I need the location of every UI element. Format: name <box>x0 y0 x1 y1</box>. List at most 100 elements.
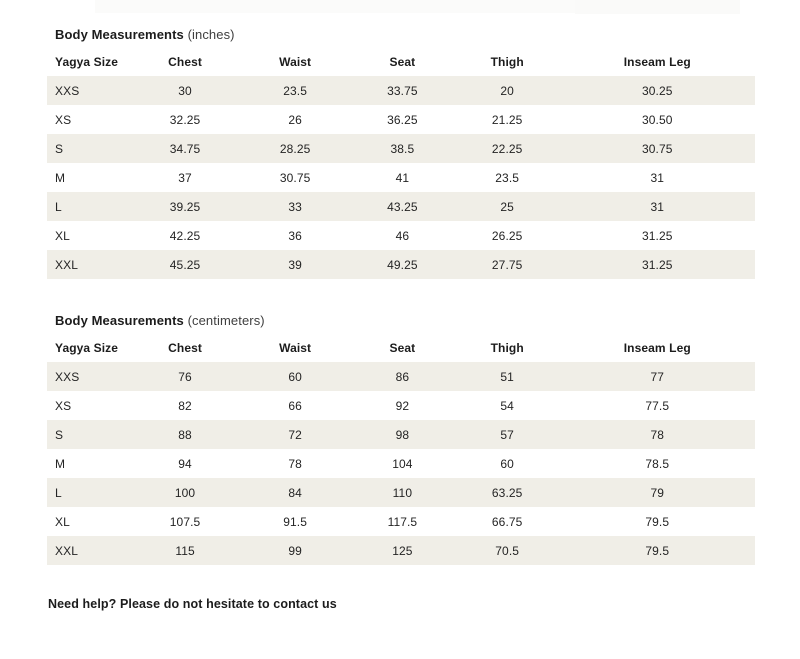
value-cell: 92 <box>395 398 410 413</box>
value-cell: 41 <box>395 170 410 185</box>
column-header: Waist <box>279 340 312 355</box>
value-cell: 98 <box>395 427 410 442</box>
table-body: XXS 30 23.5 33.75 20 30.25 XS 32.25 26 36.25 21.25… <box>47 76 755 279</box>
value-cell: 66 <box>288 398 302 413</box>
value-cell: 76 <box>178 369 192 384</box>
section-title-bold: Body Measurements <box>55 27 184 42</box>
value-cell: 72 <box>288 427 302 442</box>
column-header: Seat <box>389 340 416 355</box>
value-cell: 57 <box>500 427 514 442</box>
help-note: Need help? Please do not hesitate to con… <box>48 597 755 611</box>
table-row: XS 82 66 92 54 77.5 <box>47 391 755 420</box>
value-cell: 78.5 <box>645 456 670 471</box>
value-cell: 91.5 <box>283 514 308 529</box>
value-cell: 94 <box>178 456 192 471</box>
size-cell: S <box>55 427 64 442</box>
value-cell: 31.25 <box>642 257 673 272</box>
table-row: L 39.25 33 43.25 25 31 <box>47 192 755 221</box>
value-cell: 110 <box>392 485 413 500</box>
value-cell: 25 <box>500 199 514 214</box>
table-row: XXS 76 60 86 51 77 <box>47 362 755 391</box>
value-cell: 36 <box>288 228 302 243</box>
value-cell: 23.5 <box>283 83 308 98</box>
value-cell: 84 <box>288 485 302 500</box>
column-header: Inseam Leg <box>623 340 691 355</box>
column-header: Chest <box>168 54 202 69</box>
value-cell: 30.50 <box>642 112 673 127</box>
value-cell: 30.75 <box>642 141 673 156</box>
value-cell: 78 <box>650 427 665 442</box>
value-cell: 36.25 <box>387 112 418 127</box>
value-cell: 42.25 <box>169 228 201 243</box>
section-title-unit: (centimeters) <box>187 313 265 328</box>
size-cell: XS <box>55 398 72 413</box>
size-cell: S <box>55 141 64 156</box>
column-header: Yagya Size <box>55 54 119 69</box>
size-cell: XXS <box>55 369 80 384</box>
value-cell: 26 <box>288 112 302 127</box>
value-cell: 86 <box>395 369 410 384</box>
value-cell: 39.25 <box>169 199 201 214</box>
value-cell: 88 <box>178 427 192 442</box>
measurement-section: Body Measurements (centimeters) Yagya Si… <box>47 313 755 565</box>
value-cell: 28.25 <box>279 141 311 156</box>
value-cell: 31.25 <box>642 228 673 243</box>
section-title-bold: Body Measurements <box>55 313 184 328</box>
column-header: Thigh <box>490 340 524 355</box>
size-charts: Body Measurements (inches) Yagya Size Che… <box>47 27 755 565</box>
value-cell: 79 <box>650 485 665 500</box>
table-row: M 94 78 104 60 78.5 <box>47 449 755 478</box>
value-cell: 33.75 <box>387 83 418 98</box>
value-cell: 32.25 <box>169 112 201 127</box>
value-cell: 23.5 <box>495 170 520 185</box>
value-cell: 117.5 <box>387 514 418 529</box>
size-cell: XS <box>55 112 72 127</box>
value-cell: 107.5 <box>169 514 201 529</box>
value-cell: 63.25 <box>491 485 523 500</box>
value-cell: 78 <box>288 456 302 471</box>
size-cell: XXS <box>55 83 80 98</box>
value-cell: 31 <box>650 199 665 214</box>
value-cell: 31 <box>650 170 665 185</box>
column-header: Yagya Size <box>55 340 119 355</box>
value-cell: 20 <box>500 83 514 98</box>
value-cell: 39 <box>288 257 302 272</box>
value-cell: 125 <box>392 543 413 558</box>
value-cell: 99 <box>288 543 302 558</box>
size-cell: M <box>55 170 66 185</box>
table-row: XS 32.25 26 36.25 21.25 30.50 <box>47 105 755 134</box>
table-row: L 100 84 110 63.25 79 <box>47 478 755 507</box>
column-header: Seat <box>389 54 416 69</box>
table-row: S 34.75 28.25 38.5 22.25 30.75 <box>47 134 755 163</box>
value-cell: 77 <box>650 369 665 384</box>
size-guide-content: Body Measurements (inches) Yagya Size Che… <box>0 13 800 611</box>
section-title-unit: (inches) <box>187 27 235 42</box>
size-cell: XXL <box>55 257 78 272</box>
section-title: Body Measurements (inches) <box>55 27 755 43</box>
value-cell: 30 <box>178 83 192 98</box>
size-cell: XL <box>55 228 70 243</box>
value-cell: 46 <box>395 228 410 243</box>
header-row: Yagya Size Chest Waist Seat Thigh Inseam Leg <box>47 333 755 362</box>
top-remnant-fragment <box>575 0 740 14</box>
size-cell: M <box>55 456 66 471</box>
value-cell: 54 <box>500 398 514 413</box>
value-cell: 37 <box>178 170 192 185</box>
value-cell: 104 <box>392 456 413 471</box>
value-cell: 49.25 <box>387 257 418 272</box>
column-header: Chest <box>168 340 202 355</box>
value-cell: 38.5 <box>390 141 415 156</box>
header-row: Yagya Size Chest Waist Seat Thigh Inseam Leg <box>47 47 755 76</box>
value-cell: 26.25 <box>491 228 523 243</box>
value-cell: 60 <box>288 369 302 384</box>
value-cell: 66.75 <box>491 514 523 529</box>
value-cell: 45.25 <box>169 257 201 272</box>
table-row: XL 107.5 91.5 117.5 66.75 79.5 <box>47 507 755 536</box>
help-note-text: Need help? Please do not hesitate to <box>48 597 274 611</box>
column-header: Inseam Leg <box>623 54 691 69</box>
contact-us-link[interactable]: contact us <box>273 597 337 611</box>
table-row: M 37 30.75 41 23.5 31 <box>47 163 755 192</box>
value-cell: 33 <box>288 199 302 214</box>
column-header: Waist <box>279 54 312 69</box>
value-cell: 34.75 <box>169 141 201 156</box>
